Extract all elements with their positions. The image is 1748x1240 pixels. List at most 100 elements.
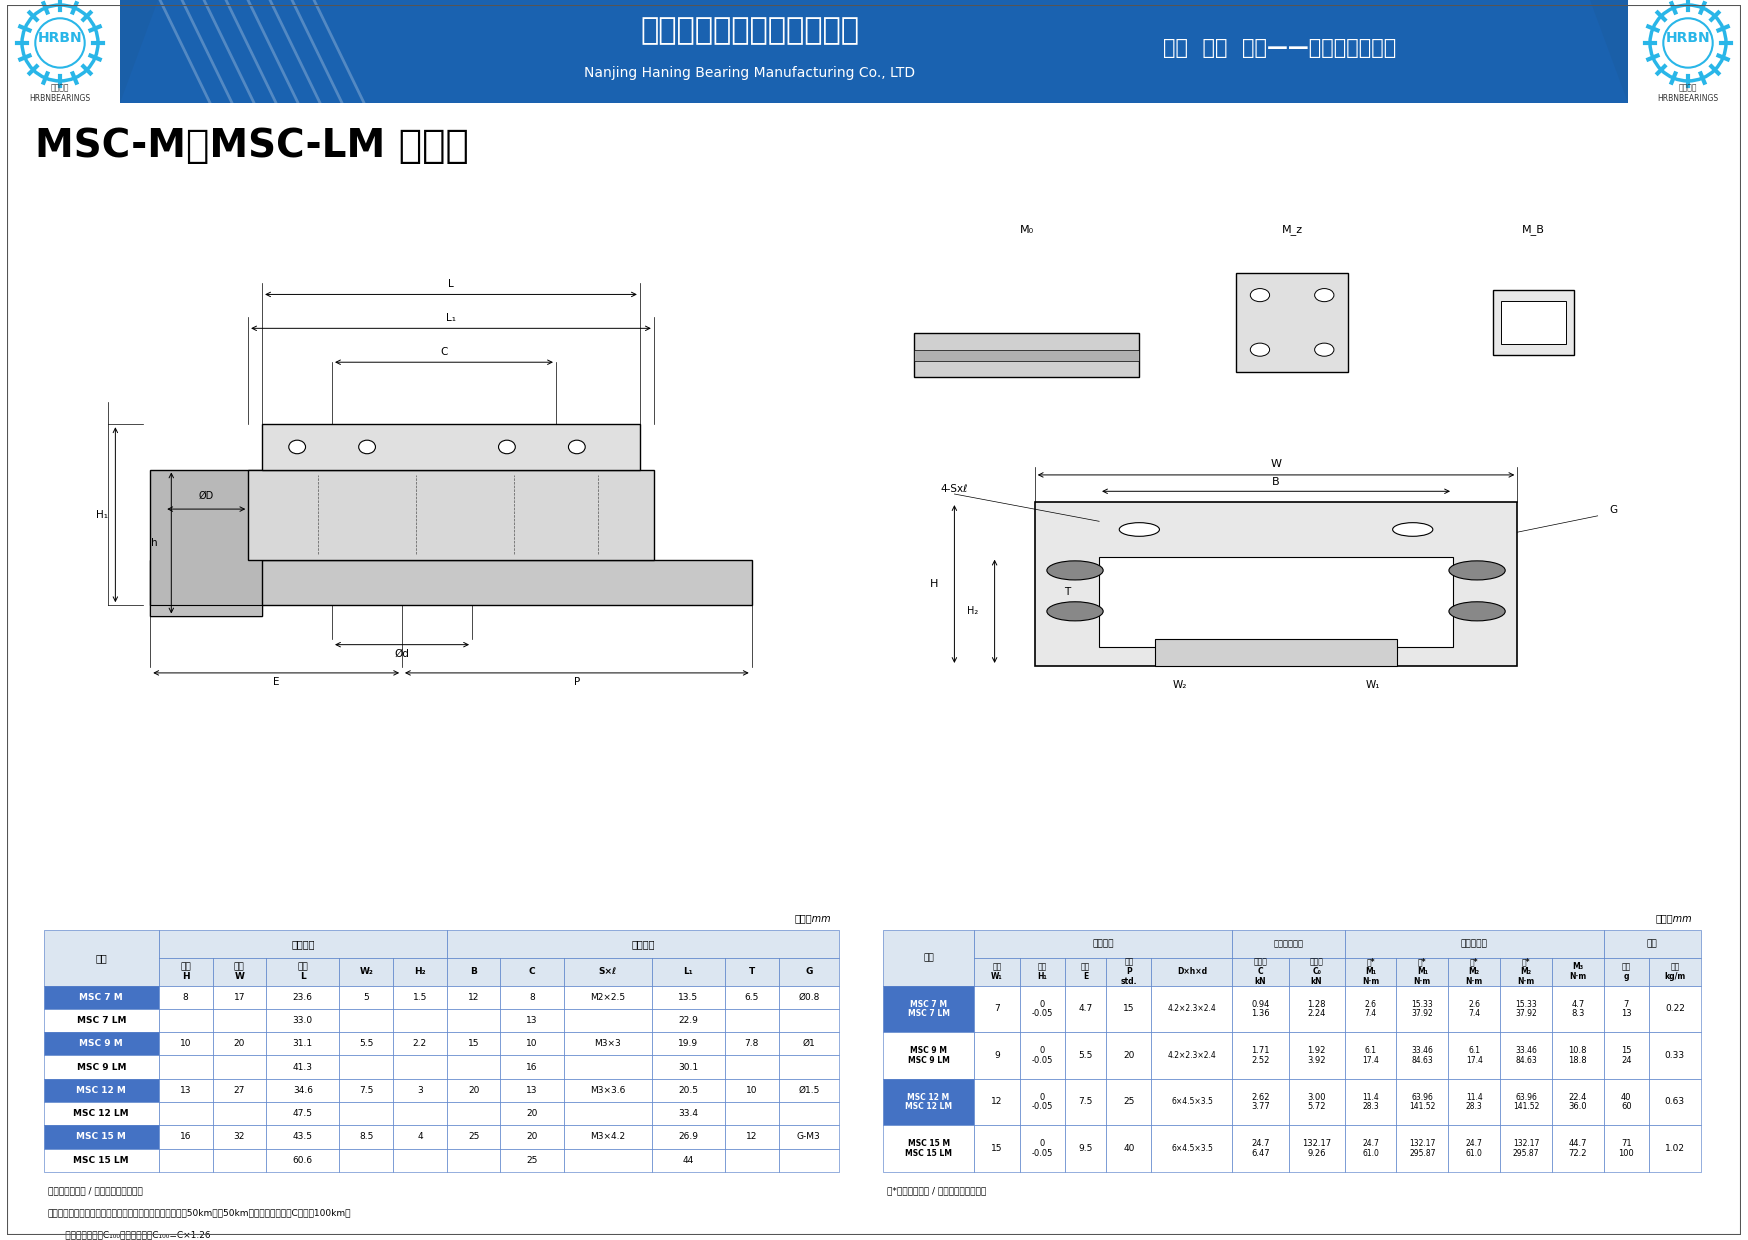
Bar [150, 470, 262, 616]
Bar [500, 1125, 565, 1148]
Text: 型号: 型号 [96, 952, 107, 962]
Bar [44, 1055, 159, 1079]
Bar [1449, 1079, 1500, 1125]
Bar [447, 957, 500, 986]
Text: B: B [470, 967, 477, 976]
Bar [652, 1032, 725, 1055]
Circle shape [568, 440, 586, 454]
Text: 0
-0.05: 0 -0.05 [1031, 1140, 1052, 1158]
Bar [565, 986, 652, 1009]
Bar [1552, 1032, 1603, 1079]
Text: 1.02: 1.02 [1664, 1145, 1685, 1153]
Text: 13.5: 13.5 [678, 993, 699, 1002]
Bar [447, 986, 500, 1009]
Bar [1500, 1125, 1552, 1172]
Bar [1552, 1125, 1603, 1172]
Text: 7.8: 7.8 [745, 1039, 759, 1048]
Text: 33.46
84.63: 33.46 84.63 [1516, 1047, 1536, 1065]
Bar [1500, 986, 1552, 1032]
Text: 25: 25 [526, 1156, 538, 1164]
Text: 33.46
84.63: 33.46 84.63 [1411, 1047, 1433, 1065]
Bar [500, 1032, 565, 1055]
Circle shape [1314, 289, 1334, 301]
Bar [1152, 1032, 1232, 1079]
Text: W: W [1271, 460, 1281, 470]
Bar [393, 1032, 447, 1055]
Text: 1.5: 1.5 [413, 993, 427, 1002]
Circle shape [1047, 601, 1103, 621]
Bar [1288, 957, 1344, 986]
Bar [778, 1055, 839, 1079]
Bar [266, 957, 339, 986]
Text: 宽度
W₁: 宽度 W₁ [991, 962, 1003, 981]
Text: M₀: M₀ [1019, 224, 1033, 234]
Bar [883, 1125, 974, 1172]
Text: L₁: L₁ [683, 967, 692, 976]
Bar [652, 957, 725, 986]
Bar [725, 1148, 778, 1172]
Text: 15: 15 [1122, 1004, 1134, 1013]
Text: 31.1: 31.1 [292, 1039, 313, 1048]
Bar [883, 986, 974, 1032]
Text: MSC 9 M: MSC 9 M [79, 1039, 122, 1048]
Text: 型号: 型号 [923, 954, 933, 962]
Text: M_z: M_z [1281, 224, 1302, 236]
Text: 4.7
8.3: 4.7 8.3 [1571, 999, 1584, 1018]
Bar [974, 986, 1019, 1032]
Text: 滑块尺寸: 滑块尺寸 [1092, 940, 1113, 949]
Bar [447, 1032, 500, 1055]
Text: Ø0.8: Ø0.8 [799, 993, 820, 1002]
Bar [1232, 986, 1288, 1032]
Bar [1065, 1079, 1106, 1125]
Bar [1603, 957, 1648, 986]
Text: 重量: 重量 [1647, 940, 1657, 949]
Text: 3: 3 [418, 1086, 423, 1095]
Bar [393, 957, 447, 986]
Bar [778, 957, 839, 986]
Bar [1397, 986, 1449, 1032]
Bar [339, 1125, 393, 1148]
Text: HRBN: HRBN [1666, 31, 1710, 45]
Bar [150, 560, 752, 605]
Text: 节距
E: 节距 E [1080, 962, 1091, 981]
Bar [1648, 1032, 1701, 1079]
Text: 高度
H₁: 高度 H₁ [1038, 962, 1047, 981]
Circle shape [1047, 560, 1103, 580]
Text: 1.28
2.24: 1.28 2.24 [1308, 999, 1325, 1018]
Text: 6.5: 6.5 [745, 993, 759, 1002]
Bar [500, 1009, 565, 1032]
Text: 注：单：单滑块 / 双：双滑块紧密接触: 注：单：单滑块 / 双：双滑块紧密接触 [47, 1187, 142, 1195]
Bar [778, 1009, 839, 1032]
Text: 12: 12 [746, 1132, 757, 1141]
Text: 20.5: 20.5 [678, 1086, 697, 1095]
Bar [1552, 1079, 1603, 1125]
Text: MSC 12 M: MSC 12 M [77, 1086, 126, 1095]
Bar [213, 1055, 266, 1079]
Bar [393, 1009, 447, 1032]
Bar [393, 1125, 447, 1148]
Bar [1019, 957, 1065, 986]
Text: B: B [1273, 477, 1280, 487]
Text: 1.92
3.92: 1.92 3.92 [1308, 1047, 1325, 1065]
Bar [159, 1032, 213, 1055]
Text: Ø1.5: Ø1.5 [799, 1086, 820, 1095]
Text: M3×3: M3×3 [594, 1039, 621, 1048]
Bar [150, 605, 262, 616]
Text: 哈宁轴承
HRBNBEARINGS: 哈宁轴承 HRBNBEARINGS [30, 83, 91, 103]
Bar [725, 1102, 778, 1125]
Bar [1449, 986, 1500, 1032]
Bar [266, 1009, 339, 1032]
Bar [159, 986, 213, 1009]
Bar [44, 1148, 159, 1172]
Bar [974, 930, 1232, 957]
Bar [725, 986, 778, 1009]
Text: M₃
N·m: M₃ N·m [1570, 962, 1587, 981]
Bar [1152, 1125, 1232, 1172]
Bar [778, 986, 839, 1009]
Bar [44, 986, 159, 1009]
Text: 单*
M₁
N·m: 单* M₁ N·m [1362, 957, 1379, 986]
Bar [266, 986, 339, 1009]
Text: M3×3.6: M3×3.6 [591, 1086, 626, 1095]
Bar [974, 957, 1019, 986]
Bar [725, 1079, 778, 1102]
